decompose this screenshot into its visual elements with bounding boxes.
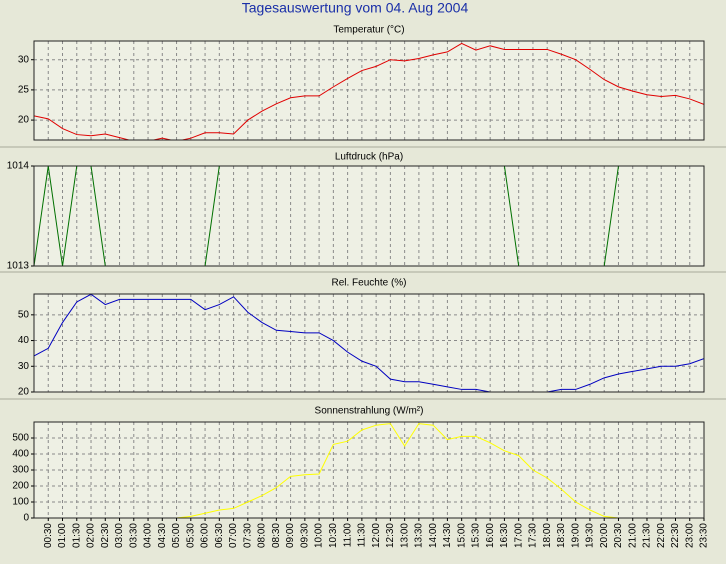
x-tick-label: 05:30	[185, 523, 196, 548]
x-tick-label: 11:30	[357, 523, 368, 548]
panel-title: Sonnenstrahlung (W/m²)	[315, 406, 424, 417]
x-tick-label: 02:30	[100, 523, 111, 548]
data-line	[34, 42, 704, 140]
x-tick-label: 06:00	[200, 523, 211, 548]
x-tick-label: 23:30	[699, 523, 710, 548]
y-tick-label: 400	[12, 449, 29, 460]
x-tick-label: 20:30	[613, 523, 624, 548]
y-tick-label: 30	[18, 54, 30, 65]
x-tick-label: 14:30	[442, 523, 453, 548]
x-tick-label: 03:30	[128, 523, 139, 548]
data-line	[34, 294, 704, 392]
x-tick-label: 07:30	[242, 523, 253, 548]
y-tick-label: 40	[18, 335, 30, 346]
x-tick-label: 13:00	[399, 523, 410, 548]
x-tick-label: 16:30	[499, 523, 510, 548]
x-tick-label: 22:00	[656, 523, 667, 548]
x-tick-label: 02:00	[86, 523, 97, 548]
plot-border	[33, 165, 705, 267]
plot-area	[34, 422, 704, 518]
y-tick-label: 1014	[7, 161, 30, 172]
x-tick-label: 21:30	[642, 523, 653, 548]
y-tick-label: 200	[12, 481, 29, 492]
plot-area	[34, 166, 704, 266]
x-tick-label: 17:30	[528, 523, 539, 548]
x-tick-label: 00:30	[43, 523, 54, 548]
plot-border	[33, 40, 705, 141]
x-tick-label: 17:00	[513, 523, 524, 548]
x-tick-label: 04:00	[143, 523, 154, 548]
x-tick-label: 18:00	[542, 523, 553, 548]
x-tick-label: 03:00	[114, 523, 125, 548]
y-tick-label: 20	[18, 115, 30, 126]
x-tick-label: 13:30	[414, 523, 425, 548]
x-tick-label: 19:00	[570, 523, 581, 548]
x-tick-label: 12:00	[371, 523, 382, 548]
panel-title: Luftdruck (hPa)	[335, 152, 403, 163]
x-tick-label: 23:00	[684, 523, 695, 548]
y-tick-label: 100	[12, 497, 29, 508]
plot-area	[34, 41, 704, 140]
x-tick-label: 06:30	[214, 523, 225, 548]
x-tick-label: 18:30	[556, 523, 567, 548]
x-tick-label: 15:00	[456, 523, 467, 548]
x-tick-label: 10:30	[328, 523, 339, 548]
panel-title: Temperatur (°C)	[333, 25, 404, 36]
x-tick-label: 04:30	[157, 523, 168, 548]
y-tick-label: 0	[23, 513, 29, 524]
y-tick-label: 300	[12, 465, 29, 476]
x-tick-label: 11:00	[342, 523, 353, 548]
x-tick-label: 07:00	[228, 523, 239, 548]
main-title: Tagesauswertung vom 04. Aug 2004	[242, 0, 469, 16]
x-tick-label: 21:00	[627, 523, 638, 548]
x-tick-label: 20:00	[599, 523, 610, 548]
x-tick-label: 14:00	[428, 523, 439, 548]
x-tick-label: 01:30	[71, 523, 82, 548]
data-line	[34, 423, 704, 518]
x-tick-label: 01:00	[57, 523, 68, 548]
y-tick-label: 25	[18, 85, 30, 96]
y-tick-label: 500	[12, 433, 29, 444]
x-tick-label: 09:30	[299, 523, 310, 548]
plot-area	[34, 294, 704, 392]
x-tick-label: 08:00	[257, 523, 268, 548]
x-tick-label: 10:00	[314, 523, 325, 548]
plot-border	[33, 293, 705, 393]
x-tick-label: 22:30	[670, 523, 681, 548]
y-tick-label: 1013	[7, 261, 30, 272]
plot-border	[33, 421, 705, 519]
x-tick-label: 12:30	[385, 523, 396, 548]
x-tick-label: 15:30	[471, 523, 482, 548]
y-tick-label: 30	[18, 361, 30, 372]
x-tick-label: 19:30	[585, 523, 596, 548]
panel-title: Rel. Feuchte (%)	[331, 278, 406, 289]
x-tick-label: 05:00	[171, 523, 182, 548]
x-tick-label: 08:30	[271, 523, 282, 548]
x-tick-label: 09:00	[285, 523, 296, 548]
x-tick-label: 16:00	[485, 523, 496, 548]
y-tick-label: 20	[18, 387, 30, 398]
y-tick-label: 50	[18, 309, 30, 320]
